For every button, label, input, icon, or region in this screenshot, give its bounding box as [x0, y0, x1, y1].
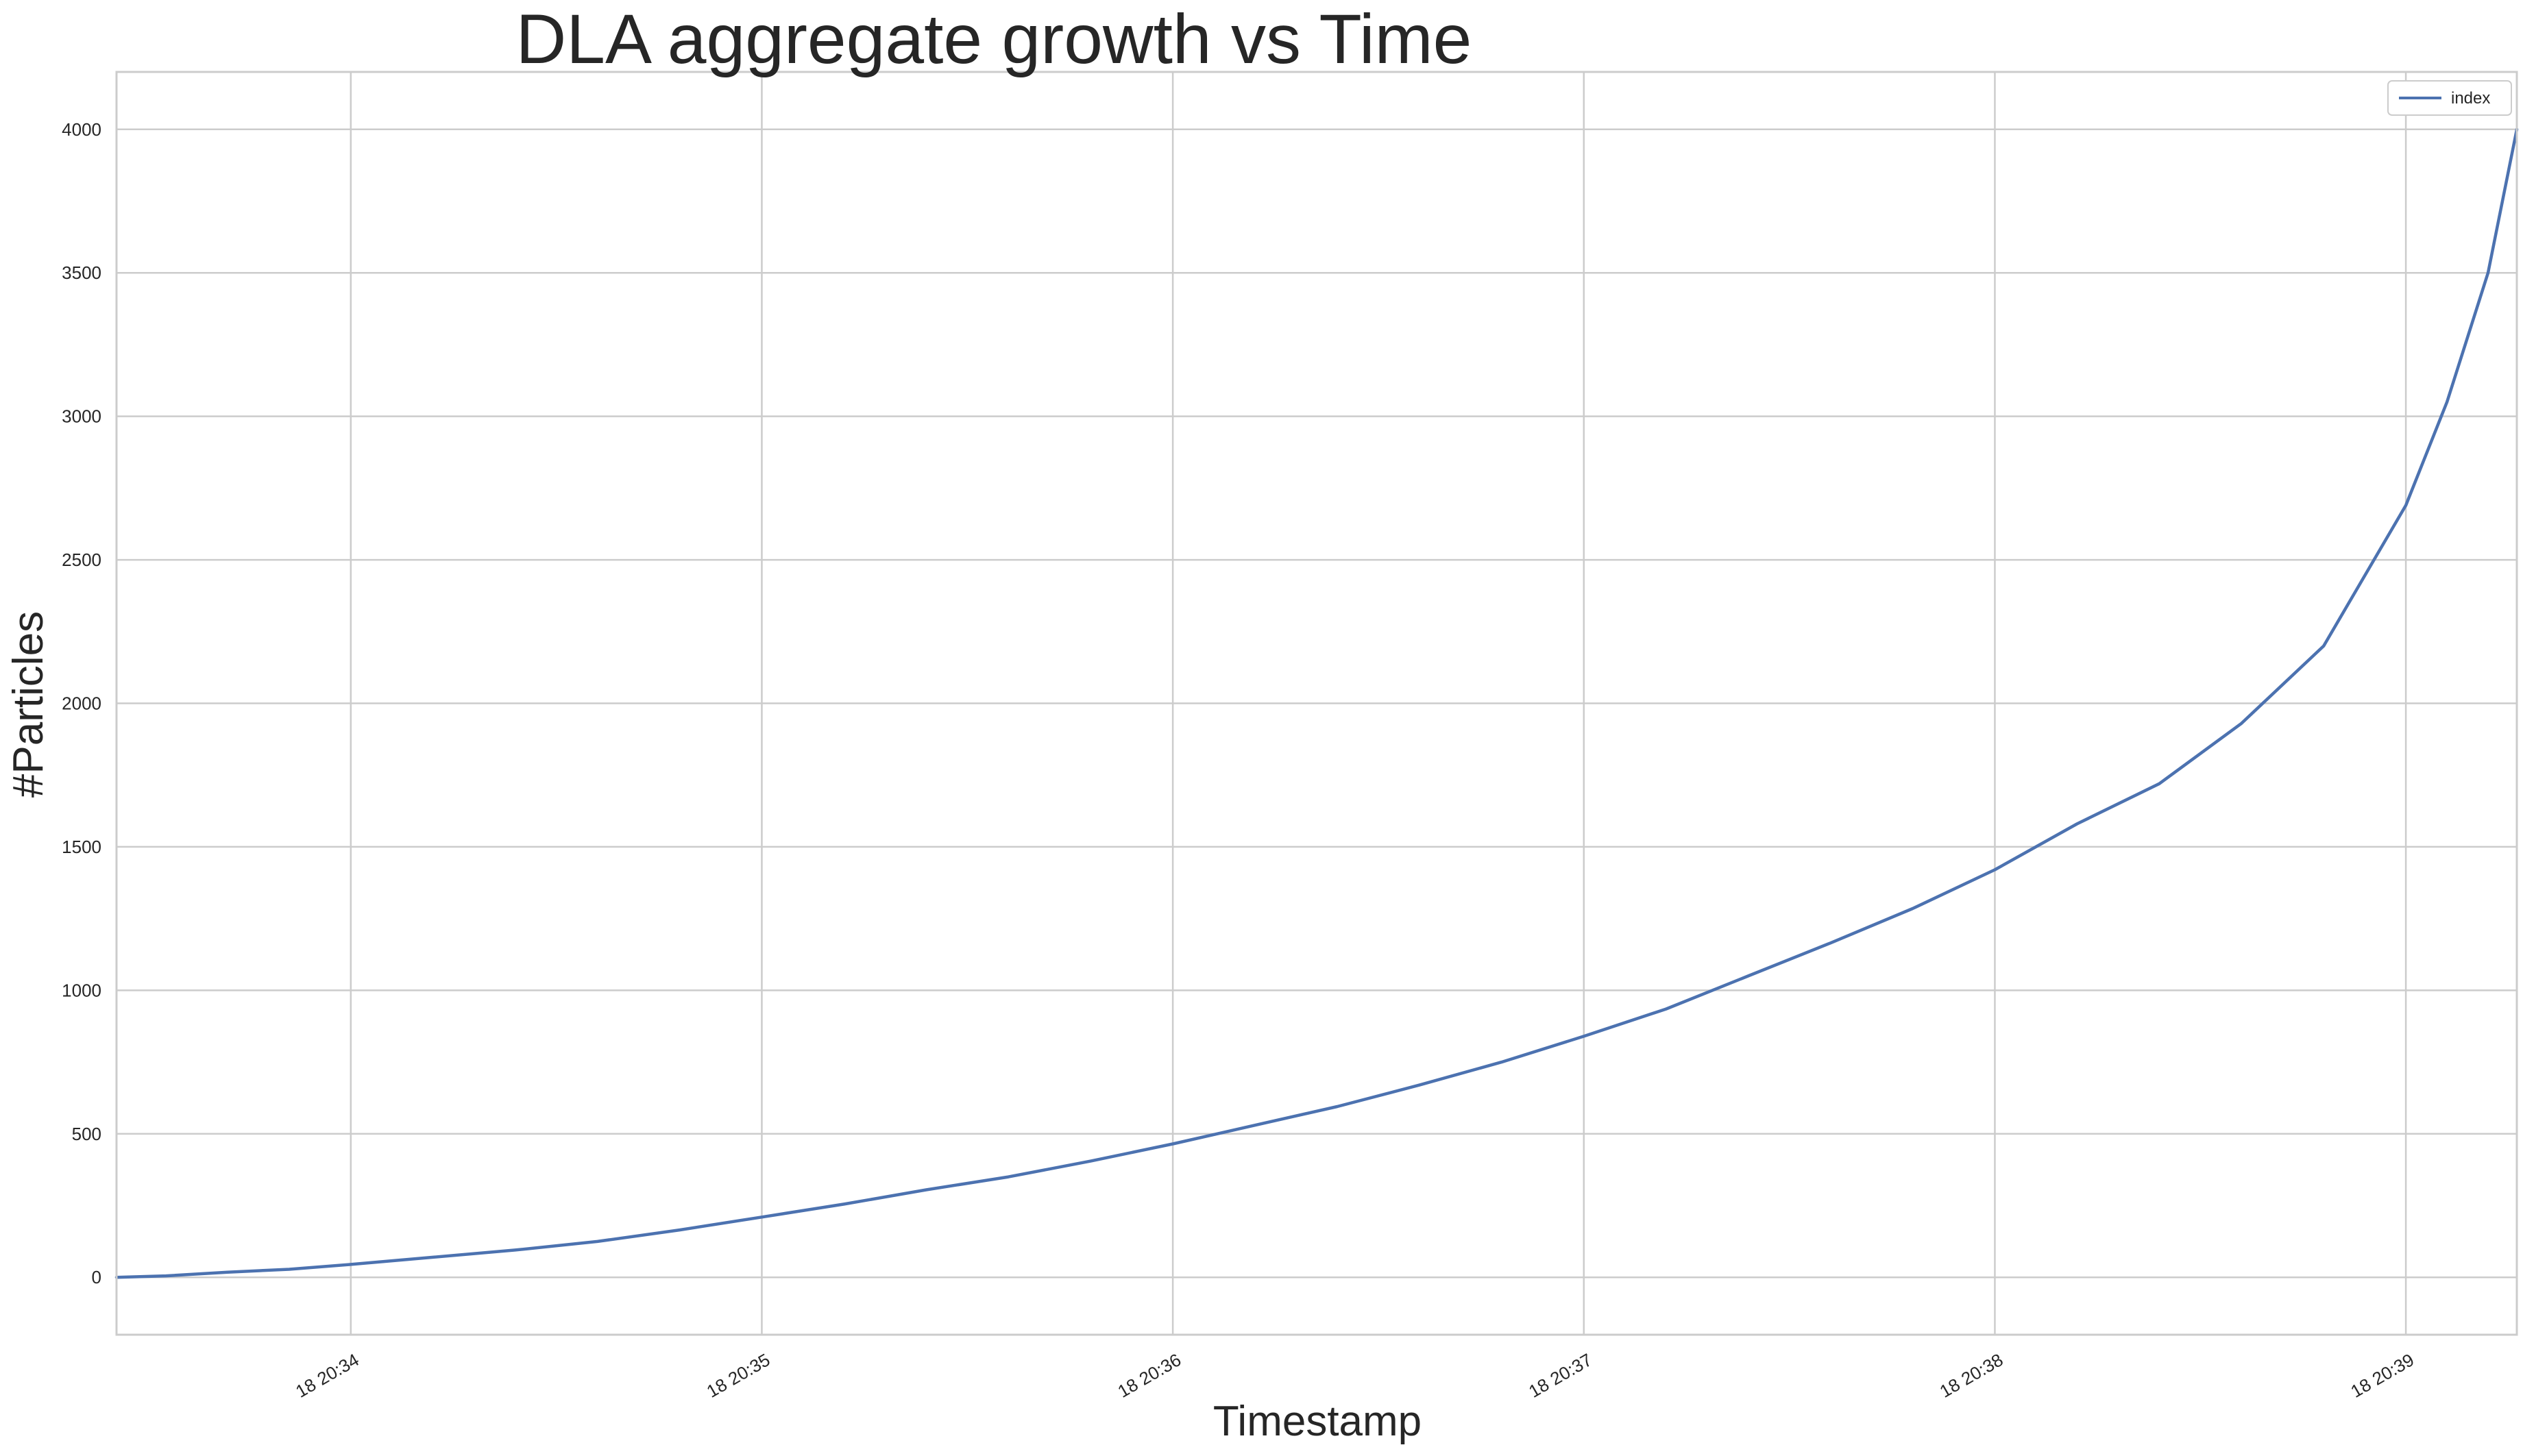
legend: index: [2387, 80, 2512, 116]
y-tick-label: 500: [72, 1124, 101, 1144]
y-tick-label: 4000: [62, 119, 101, 140]
y-tick-label: 2500: [62, 550, 101, 570]
y-axis-label: #Particles: [5, 611, 52, 798]
y-tick-label: 3500: [62, 262, 101, 283]
y-tick-label: 2000: [62, 693, 101, 714]
plot-frame: [115, 71, 2518, 1336]
gridlines: [117, 72, 2517, 1335]
x-axis-label: Timestamp: [1213, 1398, 1422, 1445]
y-tick-label: 3000: [62, 406, 101, 427]
y-tick-label: 0: [92, 1267, 101, 1287]
chart-title: DLA aggregate growth vs Time: [516, 0, 1472, 78]
legend-box: [2387, 80, 2512, 116]
y-tick-label: 1000: [62, 980, 101, 1000]
legend-label-index: index: [2451, 89, 2490, 108]
series-layer: [114, 127, 2519, 1279]
series-line-index: [114, 127, 2519, 1279]
y-tick-label: 1500: [62, 837, 101, 857]
